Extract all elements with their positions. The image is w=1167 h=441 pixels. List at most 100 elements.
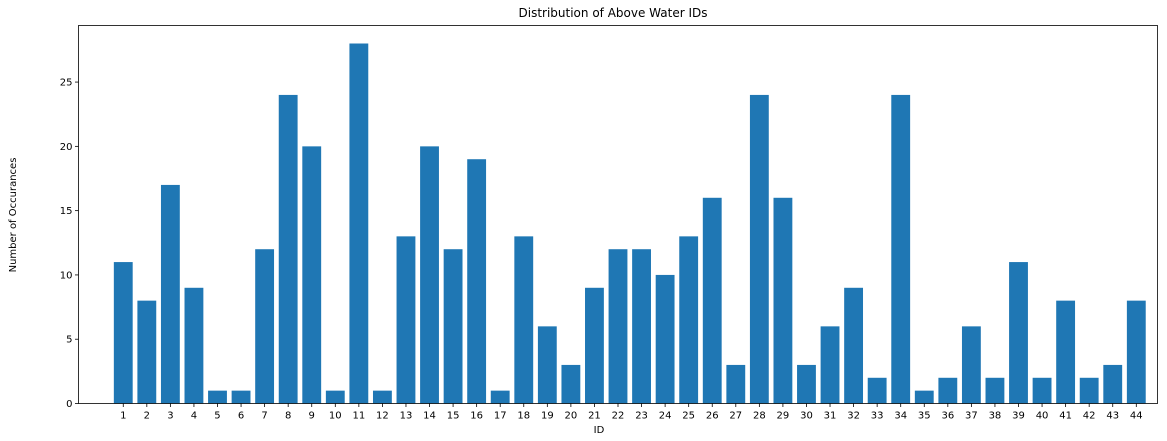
x-tick-label: 35 [918,411,931,422]
x-tick-label: 27 [729,411,742,422]
bar-1 [113,262,133,404]
x-tick-label: 11 [352,411,365,422]
bar-34 [891,94,911,404]
bar-17 [490,390,510,404]
x-tick-label: 30 [800,411,813,422]
bar-4 [184,287,204,404]
y-tick-label: 0 [66,399,72,410]
bar-12 [372,390,392,404]
y-axis-label: Number of Occurances [8,158,19,273]
bar-36 [938,377,958,404]
x-tick-label: 26 [706,411,719,422]
bar-8 [278,94,298,404]
bar-10 [325,390,345,404]
bar-32 [844,287,864,404]
x-tick-label: 33 [871,411,884,422]
bar-23 [632,249,651,404]
x-tick-label: 25 [682,411,695,422]
bar-42 [1079,377,1099,404]
x-axis-label: ID [594,425,605,436]
x-tick-label: 29 [777,411,790,422]
bar-9 [302,146,322,404]
bar-25 [679,236,699,404]
x-tick-label: 34 [894,411,907,422]
bar-14 [420,146,439,404]
x-tick-label: 9 [309,411,315,422]
x-tick-label: 10 [329,411,342,422]
bar-19 [537,326,557,404]
x-tick-label: 2 [144,411,150,422]
x-tick-label: 8 [285,411,291,422]
x-tick-label: 15 [447,411,460,422]
x-tick-label: 21 [588,411,601,422]
bar-18 [514,236,534,404]
bar-5 [208,390,227,404]
x-tick-label: 6 [238,411,244,422]
x-tick-label: 43 [1106,411,1119,422]
bar-27 [726,364,746,404]
bar-16 [467,159,487,404]
bar-44 [1126,300,1146,404]
bar-22 [608,249,628,404]
y-axis-ticks: 0 5 10 15 20 25 [60,78,79,410]
x-tick-label: 44 [1130,411,1143,422]
x-tick-label: 42 [1083,411,1096,422]
x-tick-label: 32 [847,411,860,422]
chart-title: Distribution of Above Water IDs [519,6,708,20]
x-tick-label: 13 [400,411,413,422]
bar-2 [137,300,157,404]
bar-6 [231,390,251,404]
x-tick-label: 38 [989,411,1002,422]
bar-35 [914,390,934,404]
bar-39 [1009,262,1028,404]
x-tick-label: 23 [635,411,648,422]
x-tick-label: 41 [1059,411,1072,422]
x-tick-label: 3 [167,411,173,422]
x-tick-label: 12 [376,411,389,422]
y-tick-label: 25 [60,78,73,89]
bar-37 [961,326,981,404]
x-tick-label: 16 [470,411,483,422]
plot-frame [78,25,1158,404]
x-tick-label: 40 [1036,411,1049,422]
x-tick-label: 7 [261,411,267,422]
x-tick-label: 20 [565,411,578,422]
x-tick-label: 18 [517,411,530,422]
bar-3 [160,184,180,404]
bar-43 [1103,364,1123,404]
x-tick-label: 4 [191,411,197,422]
x-tick-label: 31 [824,411,837,422]
bar-24 [655,274,675,404]
x-tick-label: 37 [965,411,978,422]
y-tick-label: 20 [60,142,73,153]
bar-41 [1056,300,1076,404]
x-tick-label: 19 [541,411,554,422]
x-tick-label: 14 [423,411,436,422]
x-axis-ticks: 1 2 3 4 5 6 7 8 9 10 11 12 13 14 15 16 17 18 19 20 21 22 23 24 2… [120,403,1143,422]
x-tick-label: 24 [659,411,672,422]
bar-7 [255,249,275,404]
bar-20 [561,364,581,404]
bar-40 [1032,377,1052,404]
bar-21 [585,287,604,404]
bar-38 [985,377,1005,404]
x-tick-label: 28 [753,411,766,422]
bar-26 [702,197,722,404]
bar-31 [820,326,840,404]
bar-28 [749,94,769,404]
bars-group [113,43,1146,404]
x-tick-label: 5 [214,411,220,422]
x-tick-label: 17 [494,411,507,422]
x-tick-label: 1 [120,411,126,422]
x-tick-label: 22 [612,411,625,422]
bar-13 [396,236,416,404]
bar-29 [773,197,793,404]
bar-33 [867,377,887,404]
x-tick-label: 36 [941,411,954,422]
x-tick-label: 39 [1012,411,1025,422]
y-tick-label: 10 [60,270,73,281]
bar-30 [797,364,816,404]
y-tick-label: 15 [60,206,73,217]
bar-11 [349,43,369,404]
